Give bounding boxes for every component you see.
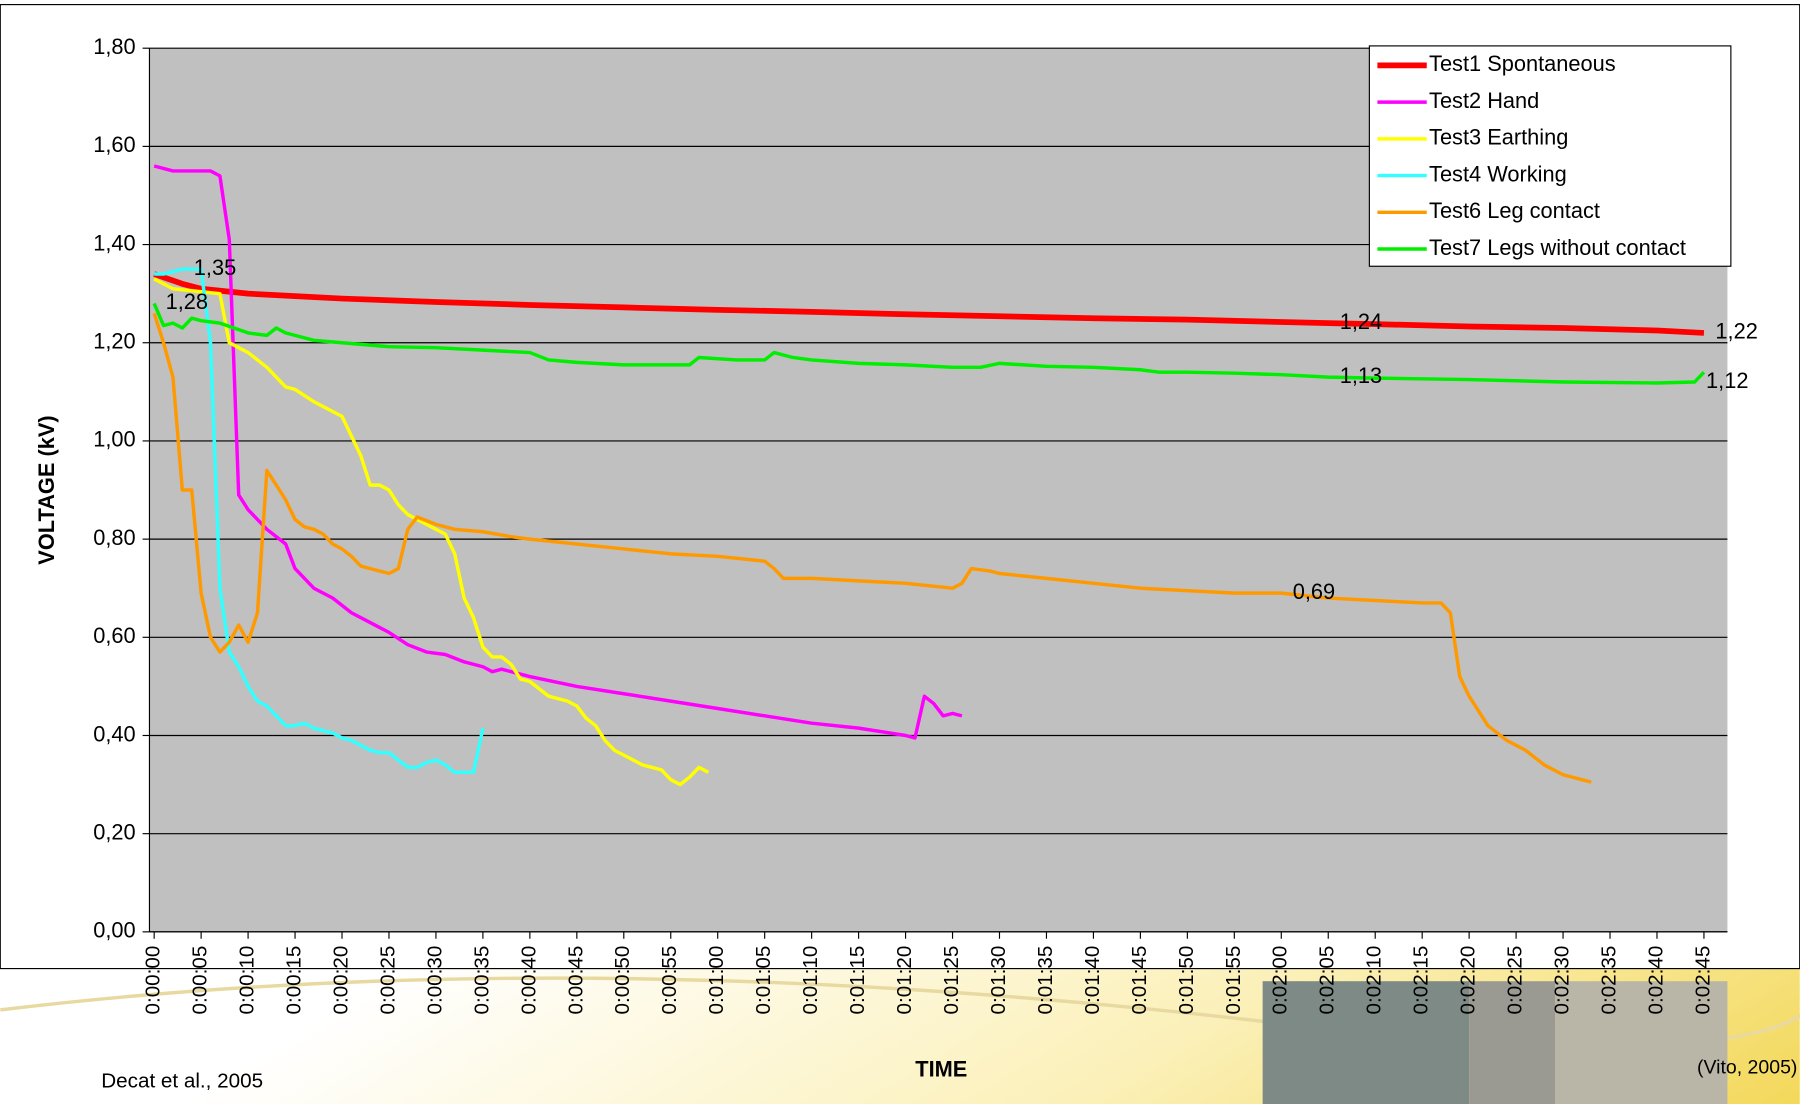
x-tick-label: 0:01:35 <box>1034 946 1057 1015</box>
photo <box>1262 981 1470 1104</box>
y-tick-label: 0,80 <box>93 525 135 550</box>
series-line <box>152 312 1592 784</box>
x-tick-label: 0:01:45 <box>1128 946 1151 1015</box>
x-tick-label: 0:02:10 <box>1363 946 1386 1015</box>
y-tick-label: 1,20 <box>93 329 135 354</box>
series-line <box>153 164 963 740</box>
legend-label: Test2 Hand <box>1429 88 1539 113</box>
legend-label: Test4 Working <box>1429 161 1567 186</box>
data-label: 1,12 <box>1706 368 1748 393</box>
legend <box>1368 45 1732 267</box>
x-tick-label: 0:01:15 <box>846 946 869 1015</box>
photo <box>1555 981 1728 1104</box>
x-tick-label: 0:02:45 <box>1691 946 1714 1015</box>
data-label: 1,24 <box>1340 309 1382 334</box>
data-label: 1,22 <box>1715 319 1757 344</box>
source: (Vito, 2005) <box>1697 1057 1797 1079</box>
y-tick-label: 0,60 <box>93 623 135 648</box>
y-tick-label: 0,40 <box>93 721 135 746</box>
x-tick-label: 0:02:35 <box>1597 946 1620 1015</box>
x-tick-label: 0:01:25 <box>940 946 963 1015</box>
x-tick-label: 0:00:25 <box>376 946 399 1015</box>
x-tick-label: 0:00:05 <box>189 946 212 1015</box>
x-tick-label: 0:01:30 <box>987 946 1010 1015</box>
x-tick-label: 0:00:55 <box>658 946 681 1015</box>
legend-label: Test1 Spontaneous <box>1429 51 1616 76</box>
x-tick-label: 0:01:10 <box>799 946 822 1015</box>
x-tick-label: 0:00:45 <box>564 946 587 1015</box>
lines <box>152 164 1706 787</box>
x-tick-label: 0:00:35 <box>470 946 493 1015</box>
x-tick-label: 0:01:40 <box>1081 946 1104 1015</box>
x-tick-label: 0:01:05 <box>752 946 775 1015</box>
y-tick-label: 1,00 <box>93 427 135 452</box>
legend-entries: Test1 Spontaneous Test2 Hand Test3 Earthin… <box>1377 51 1686 260</box>
x-tick-label: 0:00:50 <box>611 946 634 1015</box>
y-tick-label: 1,80 <box>93 34 135 59</box>
x-tick-label: 0:02:05 <box>1316 946 1339 1015</box>
series-line <box>154 267 485 775</box>
x-axis-title: TIME <box>915 1056 967 1081</box>
x-tick-label: 0:00:15 <box>283 946 306 1015</box>
data-label: 1,13 <box>1340 363 1382 388</box>
series-line <box>153 271 1705 336</box>
y-tick-label: 0,00 <box>93 918 135 943</box>
x-tick-label: 0:02:15 <box>1410 946 1433 1015</box>
grid <box>142 47 1728 939</box>
series-line <box>153 277 710 787</box>
x-tick-label: 0:00:00 <box>142 946 165 1015</box>
x-tick-label: 0:00:20 <box>329 946 352 1015</box>
decoration <box>0 917 1800 1048</box>
photo <box>1469 981 1556 1104</box>
x-tick-label: 0:02:00 <box>1269 946 1292 1015</box>
x-tick-label: 0:02:30 <box>1551 946 1574 1015</box>
series-line <box>152 302 1706 385</box>
data-label: 1,35 <box>194 255 236 280</box>
y-tick-label: 1,40 <box>93 230 135 255</box>
x-tick-label: 0:00:30 <box>423 946 446 1015</box>
y-tick-label: 1,60 <box>93 132 135 157</box>
y-tick-label: 0,20 <box>93 819 135 844</box>
x-tick-label: 0:01:20 <box>893 946 916 1015</box>
data-label: 1,28 <box>166 289 208 314</box>
x-tick-label: 0:01:55 <box>1222 946 1245 1015</box>
source: Decat et al., 2005 <box>101 1070 263 1093</box>
x-tick-label: 0:02:40 <box>1644 946 1667 1015</box>
data-label: 0,69 <box>1293 579 1335 604</box>
x-tick-label: 0:02:25 <box>1504 946 1527 1015</box>
x-tick-label: 0:01:00 <box>705 946 728 1015</box>
x-tick-label: 0:01:50 <box>1175 946 1198 1015</box>
legend-label: Test3 Earthing <box>1429 125 1568 150</box>
x-tick-label: 0:00:40 <box>517 946 540 1015</box>
legend-label: Test7 Legs without contact <box>1429 235 1686 260</box>
x-tick-label: 0:02:20 <box>1457 946 1480 1015</box>
x-tick-label: 0:00:10 <box>236 946 259 1015</box>
legend-label: Test6 Leg contact <box>1429 198 1600 223</box>
y-axis-title: VOLTAGE (kV) <box>34 415 59 564</box>
